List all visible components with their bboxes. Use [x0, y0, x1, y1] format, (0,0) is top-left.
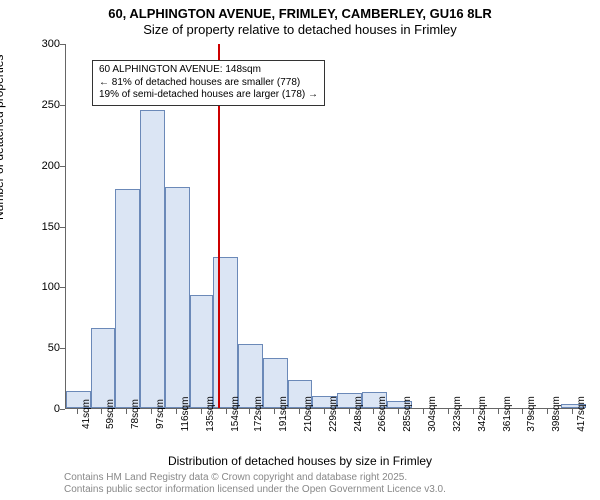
- xtick-label: 323sqm: [452, 396, 463, 432]
- xtick-mark: [324, 409, 325, 414]
- annotation-line2: ← 81% of detached houses are smaller (77…: [99, 77, 318, 90]
- xtick-mark: [498, 409, 499, 414]
- ytick-label: 200: [20, 160, 60, 172]
- xtick-label: 229sqm: [328, 396, 339, 432]
- annotation-line1: 60 ALPHINGTON AVENUE: 148sqm: [99, 64, 318, 77]
- xtick-mark: [226, 409, 227, 414]
- x-axis-label: Distribution of detached houses by size …: [0, 454, 600, 468]
- xtick-mark: [176, 409, 177, 414]
- xtick-mark: [249, 409, 250, 414]
- attribution-text: Contains HM Land Registry data © Crown c…: [64, 472, 446, 496]
- xtick-mark: [373, 409, 374, 414]
- xtick-mark: [423, 409, 424, 414]
- ytick-label: 100: [20, 281, 60, 293]
- histogram-bar: [91, 328, 115, 408]
- attribution-line2: Contains public sector information licen…: [64, 484, 446, 496]
- xtick-label: 285sqm: [402, 396, 413, 432]
- ytick-mark: [60, 227, 65, 228]
- xtick-label: 210sqm: [303, 396, 314, 432]
- xtick-label: 248sqm: [353, 396, 364, 432]
- xtick-mark: [398, 409, 399, 414]
- xtick-mark: [151, 409, 152, 414]
- histogram-bar: [165, 187, 190, 408]
- attribution-line1: Contains HM Land Registry data © Crown c…: [64, 472, 446, 484]
- ytick-mark: [60, 44, 65, 45]
- histogram-bar: [190, 295, 214, 408]
- xtick-label: 379sqm: [526, 396, 537, 432]
- xtick-mark: [473, 409, 474, 414]
- xtick-label: 116sqm: [180, 397, 191, 432]
- xtick-mark: [448, 409, 449, 414]
- ytick-mark: [60, 105, 65, 106]
- xtick-mark: [77, 409, 78, 414]
- xtick-label: 78sqm: [130, 399, 141, 429]
- xtick-label: 191sqm: [278, 396, 289, 432]
- xtick-mark: [299, 409, 300, 414]
- ytick-mark: [60, 409, 65, 410]
- plot-area: 60 ALPHINGTON AVENUE: 148sqm← 81% of det…: [65, 44, 585, 409]
- xtick-mark: [126, 409, 127, 414]
- ytick-label: 0: [20, 403, 60, 415]
- xtick-mark: [547, 409, 548, 414]
- title-line2: Size of property relative to detached ho…: [0, 22, 600, 37]
- xtick-label: 417sqm: [576, 396, 587, 432]
- ytick-mark: [60, 166, 65, 167]
- xtick-mark: [522, 409, 523, 414]
- xtick-mark: [572, 409, 573, 414]
- xtick-label: 59sqm: [105, 399, 116, 429]
- annotation-box: 60 ALPHINGTON AVENUE: 148sqm← 81% of det…: [92, 60, 325, 106]
- xtick-label: 361sqm: [502, 396, 513, 432]
- xtick-label: 266sqm: [377, 396, 388, 432]
- xtick-label: 97sqm: [155, 399, 166, 429]
- title-line1: 60, ALPHINGTON AVENUE, FRIMLEY, CAMBERLE…: [0, 6, 600, 21]
- ytick-label: 150: [20, 221, 60, 233]
- ytick-mark: [60, 287, 65, 288]
- xtick-label: 41sqm: [81, 399, 92, 429]
- ytick-mark: [60, 348, 65, 349]
- chart-container: 60, ALPHINGTON AVENUE, FRIMLEY, CAMBERLE…: [0, 0, 600, 500]
- xtick-mark: [274, 409, 275, 414]
- xtick-mark: [101, 409, 102, 414]
- xtick-mark: [201, 409, 202, 414]
- xtick-label: 135sqm: [205, 396, 216, 432]
- ytick-label: 300: [20, 38, 60, 50]
- histogram-bar: [115, 189, 140, 408]
- y-axis-label: Number of detached properties: [0, 55, 6, 220]
- xtick-label: 342sqm: [477, 396, 488, 432]
- histogram-bar: [140, 110, 165, 408]
- ytick-label: 250: [20, 99, 60, 111]
- xtick-label: 398sqm: [551, 396, 562, 432]
- xtick-label: 304sqm: [427, 396, 438, 432]
- xtick-mark: [349, 409, 350, 414]
- xtick-label: 172sqm: [253, 396, 264, 432]
- xtick-label: 154sqm: [230, 396, 241, 432]
- annotation-line3: 19% of semi-detached houses are larger (…: [99, 89, 318, 102]
- ytick-label: 50: [20, 342, 60, 354]
